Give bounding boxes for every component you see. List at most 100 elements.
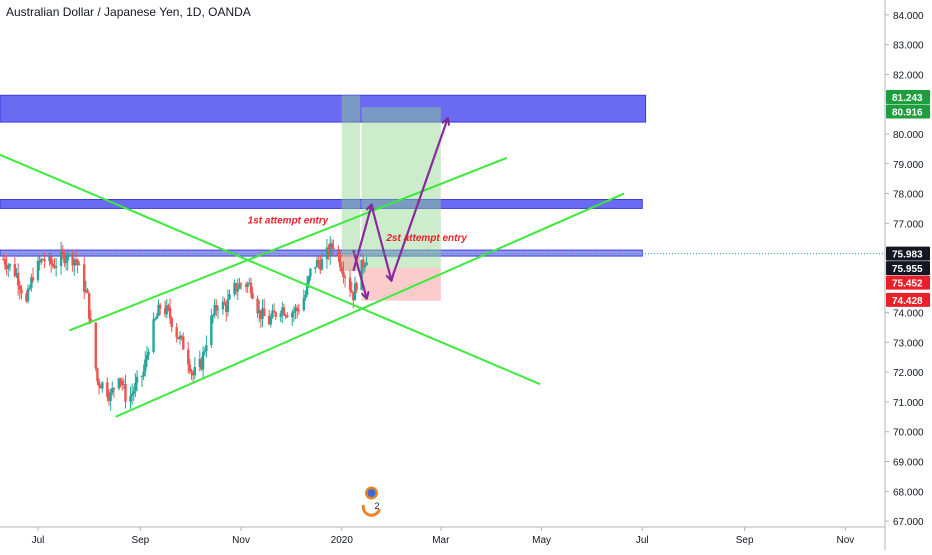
- candle-body: [99, 386, 102, 389]
- path-arrow-1-2: [370, 205, 392, 279]
- candle-body: [5, 264, 8, 270]
- candle-body: [86, 289, 89, 293]
- price-badge-label: 75.983: [892, 250, 923, 261]
- trend-line-1: [0, 153, 541, 386]
- price-badge: [886, 104, 930, 119]
- x-tick-label: 2020: [331, 535, 354, 546]
- candle-body: [315, 260, 319, 268]
- annotation-2: 2st attempt entry: [385, 233, 467, 244]
- candle-body: [353, 283, 357, 301]
- candle-body: [112, 388, 116, 390]
- y-tick-label: 83.000: [893, 41, 924, 52]
- candle-body: [362, 259, 365, 268]
- candle-body: [40, 259, 43, 263]
- candle-body: [201, 352, 205, 370]
- candle-body: [25, 293, 28, 302]
- logo-text: 2: [375, 501, 380, 511]
- candle-body: [106, 382, 109, 398]
- candle-body: [163, 308, 167, 315]
- logo-arc: [361, 504, 381, 517]
- position-profit-1: [341, 95, 360, 271]
- candle-body: [239, 283, 243, 285]
- candle-body: [16, 273, 20, 286]
- candle-body: [152, 319, 155, 353]
- candle-body: [168, 307, 172, 319]
- candle-body: [129, 396, 132, 402]
- candle-body: [330, 243, 334, 248]
- candle-body: [343, 277, 347, 279]
- candle-body: [8, 264, 12, 266]
- candle-body: [154, 318, 157, 320]
- candle-body: [304, 294, 307, 299]
- position-loss-2: [361, 267, 441, 301]
- candle-body: [355, 283, 358, 291]
- candle-body: [296, 307, 299, 311]
- candle-body: [302, 298, 306, 311]
- candle-body: [122, 383, 126, 385]
- candle-body: [28, 288, 31, 290]
- position-profit-2: [361, 107, 441, 268]
- candle-body: [48, 256, 51, 262]
- candle-body: [329, 243, 332, 256]
- candle-body: [213, 305, 216, 315]
- price-badge-label: 80.916: [892, 107, 923, 118]
- candle-body: [365, 262, 368, 266]
- candle-body: [180, 335, 183, 337]
- candle-body: [274, 312, 277, 317]
- candle-body: [120, 381, 124, 385]
- x-tick-label: Mar: [432, 535, 450, 546]
- candle-body: [291, 312, 294, 318]
- price-badge: [886, 261, 930, 276]
- candle-body: [26, 289, 30, 302]
- candle-body: [187, 349, 190, 365]
- candle-body: [272, 310, 276, 313]
- candle-body: [96, 368, 99, 382]
- tradingview-logo: 2: [361, 485, 381, 517]
- x-tick-label: Nov: [836, 535, 854, 546]
- y-tick-label: 67.000: [893, 517, 924, 528]
- candle-body: [205, 345, 208, 352]
- candle-body: [63, 253, 66, 264]
- candle-body: [259, 310, 263, 320]
- candle-body: [317, 260, 320, 264]
- candles: [2, 236, 368, 411]
- zone-band-2: [0, 198, 643, 209]
- candle-body: [286, 315, 289, 318]
- candle-body: [111, 388, 114, 393]
- y-tick-label: 80.000: [893, 130, 924, 141]
- candle-body: [167, 305, 170, 308]
- candle-body: [249, 282, 253, 294]
- candle-body: [307, 276, 310, 284]
- candle-body: [348, 277, 352, 291]
- zone-band-1: [0, 94, 647, 123]
- candle-body: [109, 392, 112, 401]
- annotation-1: 1st attempt entry: [248, 215, 329, 226]
- candle-body: [338, 255, 342, 268]
- price-badge-label: 74.428: [892, 296, 923, 307]
- candle-body: [134, 382, 137, 392]
- candle-body: [165, 305, 168, 315]
- candle-body: [327, 247, 330, 256]
- candle-body: [78, 264, 81, 266]
- candle-body: [51, 264, 55, 266]
- candle-body: [337, 249, 340, 256]
- candle-body: [36, 260, 40, 281]
- candle-body: [107, 397, 111, 401]
- path-arrow-1-3: [390, 119, 447, 281]
- candle-body: [87, 292, 91, 319]
- y-tick-label: 73.000: [893, 338, 924, 349]
- candle-body: [53, 265, 56, 268]
- candle-body: [198, 358, 201, 368]
- candle-body: [66, 253, 69, 261]
- x-tick-label: Sep: [131, 535, 149, 546]
- price-badge: [886, 275, 930, 290]
- candle-body: [332, 247, 335, 250]
- candle-body: [352, 292, 355, 301]
- x-tick-label: Jul: [636, 535, 649, 546]
- candle-body: [279, 313, 282, 317]
- candle-body: [267, 316, 271, 325]
- candle-body: [30, 277, 33, 289]
- candle-body: [175, 327, 178, 338]
- candle-body: [155, 316, 159, 319]
